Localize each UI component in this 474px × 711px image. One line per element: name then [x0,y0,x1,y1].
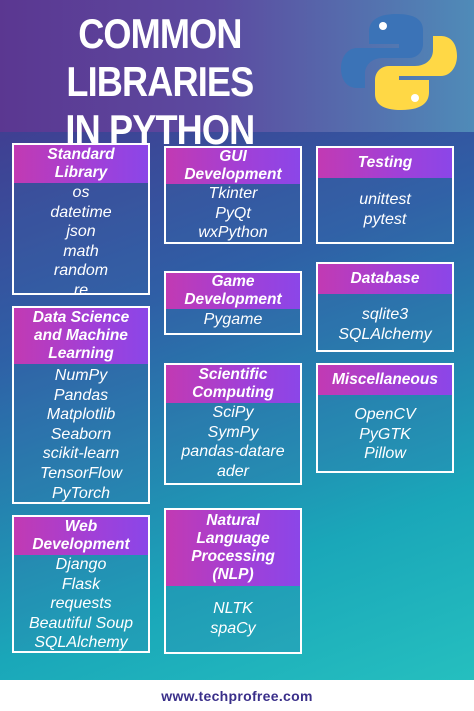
list-item: Pandas [53,386,109,404]
list-item: PyGTK [359,425,411,443]
heading-line: Standard [47,146,115,163]
list-item: Seaborn [50,425,112,443]
panel-heading-scientific-computing: Scientific Computing [166,365,300,403]
list-item: re [73,281,89,299]
panel-miscellaneous: Miscellaneous OpenCV PyGTK Pillow [316,363,454,473]
list-item: PyTorch [51,484,111,502]
list-item: pandas-datare [181,443,285,461]
heading-line: Database [350,270,420,287]
library-list: OpenCV PyGTK Pillow [318,395,452,464]
library-list: Pygame [166,309,300,330]
heading-line: Testing [357,154,413,171]
list-item: pytest [363,210,407,228]
list-item: ader [216,462,250,480]
panel-nlp: Natural Language Processing (NLP) NLTK s… [164,508,302,654]
list-item: NLTK [213,600,253,617]
heading-line: Learning [48,345,114,362]
library-list: os datetime json math random re [14,183,148,301]
list-item: SQLAlchemy [338,325,432,343]
list-item: datetime [50,203,112,221]
heading-line: Game [211,273,255,290]
heading-line: Development [184,166,282,183]
panel-database: Database sqlite3 SQLAlchemy [316,262,454,352]
library-list: Django Flask requests Beautiful Soup SQL… [14,555,148,653]
list-item: PyQt [215,204,251,222]
list-item: SQLAlchemy [34,634,128,652]
list-item: unittest [359,191,411,208]
panel-heading-data-science: Data Science and Machine Learning [14,308,148,364]
panel-heading-miscellaneous: Miscellaneous [318,365,452,395]
panel-data-science: Data Science and Machine Learning NumPy … [12,306,150,504]
heading-line: Web [64,518,98,535]
list-item: os [72,184,90,201]
list-item: Flask [61,575,101,593]
panel-testing: Testing unittest pytest [316,146,454,244]
footer-website-link[interactable]: www.techprofree.com [161,687,313,704]
panel-scientific-computing: Scientific Computing SciPy SymPy pandas-… [164,363,302,485]
list-item: Pygame [203,311,263,328]
list-item: TensorFlow [39,464,123,482]
heading-line: GUI [219,148,247,165]
list-item: json [66,223,96,241]
list-item: spaCy [210,619,256,637]
panel-heading-gui-development: GUI Development [166,148,300,184]
footer: www.techprofree.com [0,680,474,711]
panel-heading-nlp: Natural Language Processing (NLP) [166,510,300,586]
list-item: Matplotlib [46,406,116,424]
list-item: NumPy [54,367,108,384]
heading-line: and Machine [34,327,128,344]
list-item: scikit-learn [42,445,120,463]
title-line-1: COMMON LIBRARIES [66,10,254,105]
panel-heading-database: Database [318,264,452,294]
list-item: OpenCV [354,406,416,423]
panel-web-development: Web Development Django Flask requests Be… [12,515,150,653]
python-logo-icon [341,14,457,110]
panel-gui-development: GUI Development Tkinter PyQt wxPython [164,146,302,244]
heading-line: Development [32,536,130,553]
list-item: sqlite3 [361,306,409,323]
list-item: requests [50,595,112,613]
library-list: NLTK spaCy [166,586,300,638]
heading-line: Miscellaneous [332,371,438,388]
heading-line: Natural [206,512,260,529]
list-item: SymPy [207,423,259,441]
library-list: sqlite3 SQLAlchemy [318,294,452,344]
list-item: wxPython [198,224,268,242]
list-item: Django [55,556,107,573]
heading-line: Language [196,530,270,547]
panel-standard-library: Standard Library os datetime json math r… [12,143,150,299]
heading-line: Development [184,291,282,308]
list-item: Pillow [364,445,406,463]
panel-game-development: Game Development Pygame [164,271,302,335]
page-title: COMMON LIBRARIES IN PYTHON [18,10,302,154]
panel-heading-standard-library: Standard Library [14,145,148,183]
panel-heading-game-development: Game Development [166,273,300,309]
heading-line: Computing [192,384,274,401]
heading-line: Library [54,164,108,181]
panel-heading-web-development: Web Development [14,517,148,555]
list-item: Beautiful Soup [28,614,134,632]
list-item: math [63,242,99,260]
heading-line: Scientific [198,366,268,383]
heading-line: Processing [191,548,275,565]
library-list: SciPy SymPy pandas-datare ader [166,403,300,481]
heading-line: (NLP) [212,566,254,583]
library-list: NumPy Pandas Matplotlib Seaborn scikit-l… [14,364,148,503]
panel-heading-testing: Testing [318,148,452,178]
list-item: Tkinter [208,185,258,202]
library-list: unittest pytest [318,178,452,229]
library-list: Tkinter PyQt wxPython [166,184,300,243]
list-item: SciPy [212,404,254,421]
heading-line: Data Science [32,309,130,326]
list-item: random [53,262,109,280]
